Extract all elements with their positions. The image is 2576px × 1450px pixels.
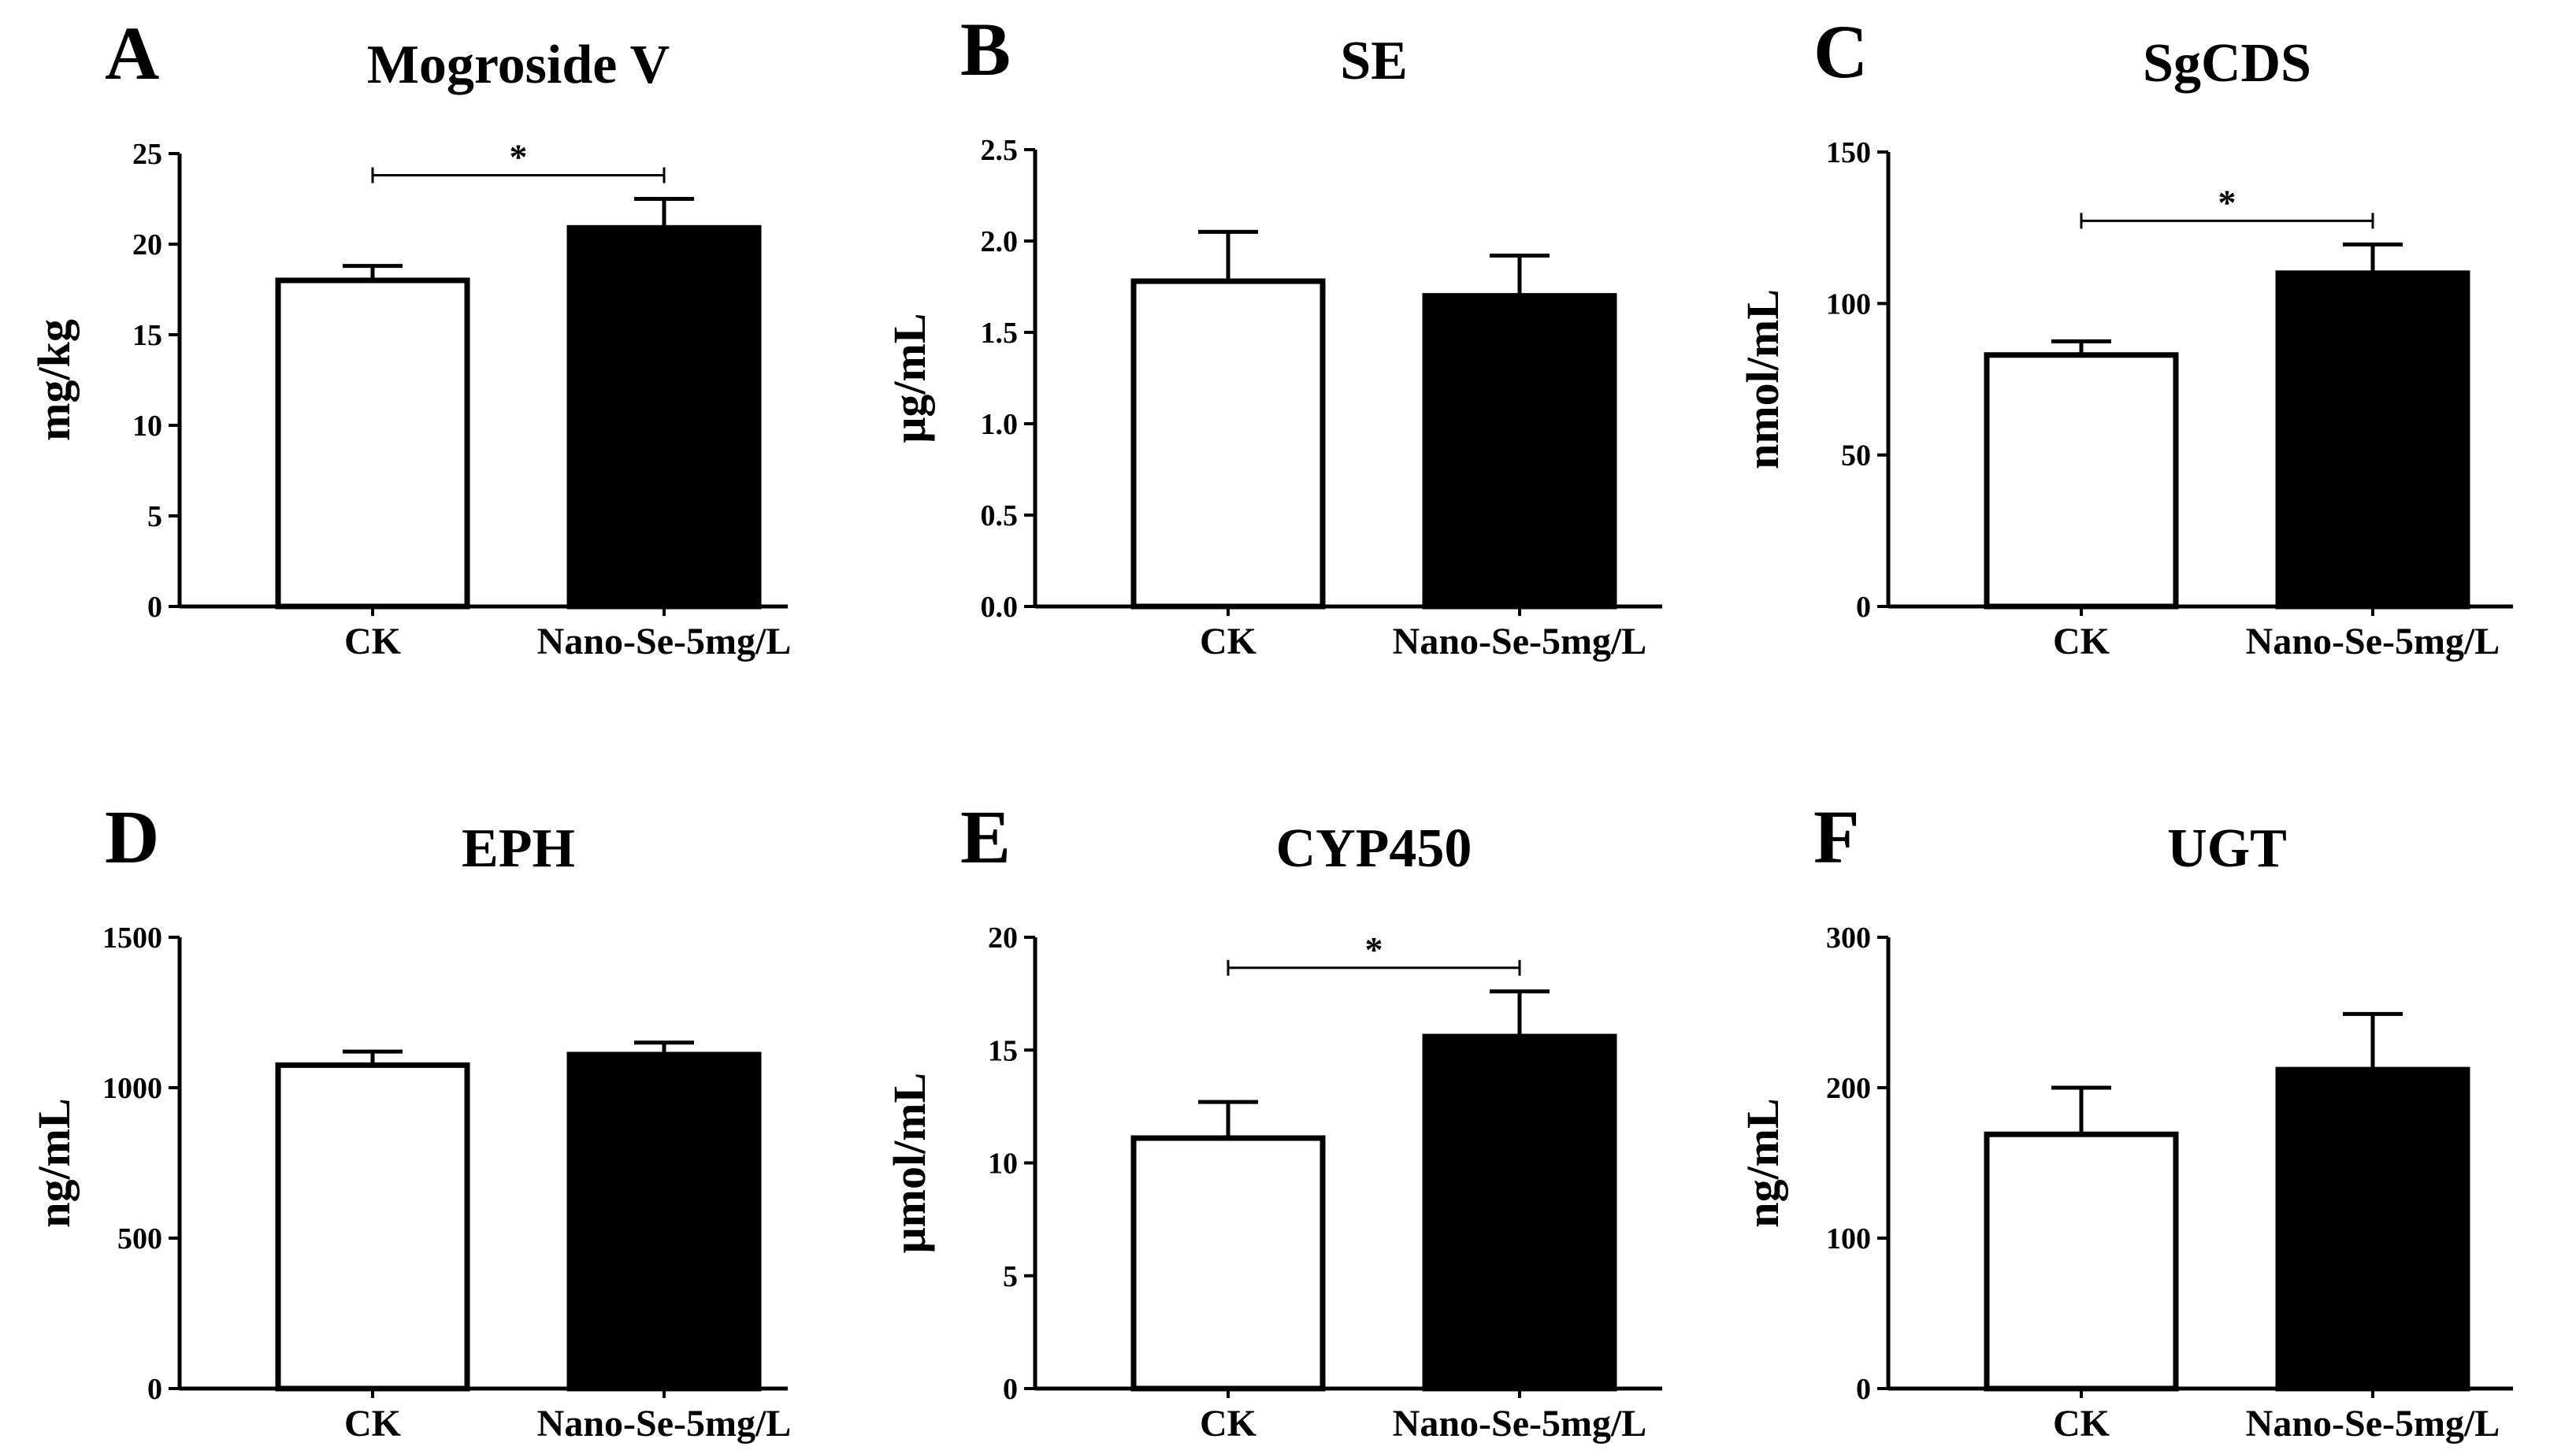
y-tick-label: 300 <box>1826 922 1871 955</box>
y-tick-label: 25 <box>132 138 162 171</box>
y-tick-label: 0.0 <box>981 591 1019 624</box>
y-tick-label: 10 <box>988 1148 1018 1181</box>
chart-panel-c: C SgCDS 0 50 100 150 nmol/mL CK Nano-Se-5mg/L * <box>1737 9 2513 662</box>
panel-letter: F <box>1813 795 1860 879</box>
x-category-label: CK <box>344 1403 401 1444</box>
y-tick-label: 1500 <box>102 922 162 955</box>
y-tick-label: 0.5 <box>981 499 1019 532</box>
y-axis-label: nmol/mL <box>1737 289 1788 469</box>
y-tick-label: 500 <box>117 1222 162 1255</box>
bar-ck <box>1984 1131 2179 1392</box>
panel-letter: A <box>105 11 159 95</box>
panel-letter: D <box>105 795 159 879</box>
chart-panel-d: D EPH 0 500 1000 1500 ng/mL CK Nano-Se-5mg/L <box>28 795 791 1444</box>
significance-marker: * <box>510 137 528 177</box>
bar-ck <box>1130 1135 1326 1392</box>
x-category-label: CK <box>1200 1403 1256 1444</box>
y-tick-label: 1000 <box>102 1072 162 1105</box>
y-axis-label: μg/mL <box>884 313 935 443</box>
y-tick-label: 15 <box>988 1034 1018 1067</box>
y-tick-label: 0 <box>147 591 162 624</box>
x-category-label: Nano-Se-5mg/L <box>1393 1403 1647 1444</box>
x-category-label: Nano-Se-5mg/L <box>2246 621 2500 662</box>
y-tick-label: 150 <box>1826 136 1871 169</box>
x-category-label: Nano-Se-5mg/L <box>2246 1403 2500 1444</box>
bar-nano-se <box>1422 1033 1617 1392</box>
bar-ck <box>275 1062 470 1392</box>
y-axis-label: μmol/mL <box>884 1073 935 1253</box>
y-axis-label: mg/kg <box>28 319 80 441</box>
y-tick-label: 0 <box>1856 1373 1871 1406</box>
x-category-label: Nano-Se-5mg/L <box>537 1403 792 1444</box>
y-tick-label: 50 <box>1841 439 1871 473</box>
chart-panel-e: E CYP450 0 5 10 15 20 μmol/mL CK Nano-Se-5mg/L * <box>884 795 1662 1444</box>
y-tick-label: 0 <box>1856 591 1871 624</box>
chart-title: Mogroside V <box>367 35 670 95</box>
y-tick-label: 10 <box>132 410 162 443</box>
significance-marker: * <box>1365 929 1383 970</box>
chart-title: EPH <box>462 818 575 879</box>
bar-ck <box>275 277 470 610</box>
x-category-label: CK <box>2053 621 2110 662</box>
panel-letter: E <box>960 795 1011 879</box>
x-category-label: CK <box>344 621 401 662</box>
y-tick-label: 1.0 <box>981 408 1019 441</box>
chart-title: CYP450 <box>1276 818 1472 879</box>
y-tick-label: 100 <box>1826 287 1871 321</box>
y-tick-label: 1.5 <box>981 317 1019 350</box>
x-category-label: CK <box>2053 1403 2110 1444</box>
x-category-label: Nano-Se-5mg/L <box>537 621 792 662</box>
bar-nano-se <box>566 1051 762 1392</box>
y-tick-label: 100 <box>1826 1222 1871 1255</box>
y-tick-label: 2.0 <box>981 225 1019 258</box>
y-tick-label: 15 <box>132 319 162 352</box>
significance-marker: * <box>2218 182 2236 222</box>
bar-ck <box>1984 352 2179 610</box>
y-axis-label: ng/mL <box>1737 1098 1788 1227</box>
chart-title: UGT <box>2167 818 2287 879</box>
y-tick-label: 5 <box>1003 1260 1018 1293</box>
y-tick-label: 20 <box>132 228 162 261</box>
panel-letter: C <box>1813 9 1868 94</box>
bar-nano-se <box>566 224 762 610</box>
y-tick-label: 5 <box>147 500 162 533</box>
x-category-label: Nano-Se-5mg/L <box>1393 621 1647 662</box>
chart-panel-a: A Mogroside V 0 5 10 15 20 25 mg/kg CK Nano-Se-5mg… <box>28 11 791 662</box>
chart-title: SE <box>1340 31 1408 91</box>
chart-panel-f: F UGT 0 100 200 300 ng/mL CK Nano-Se-5mg/L <box>1737 795 2513 1444</box>
bar-nano-se <box>2275 1066 2470 1392</box>
y-tick-label: 20 <box>988 922 1018 955</box>
panel-letter: B <box>960 7 1011 91</box>
x-category-label: CK <box>1200 621 1256 662</box>
bar-nano-se <box>1422 293 1617 610</box>
bar-nano-se <box>2275 270 2470 610</box>
y-tick-label: 200 <box>1826 1072 1871 1105</box>
chart-panel-b: B SE 0.0 0.5 1.0 1.5 2.0 2.5 μg/mL CK Nano-Se-5mg/… <box>884 7 1662 662</box>
y-axis-label: ng/mL <box>28 1098 80 1227</box>
y-tick-label: 2.5 <box>981 134 1019 167</box>
bar-ck <box>1130 278 1326 610</box>
chart-title: SgCDS <box>2143 33 2311 94</box>
y-tick-label: 0 <box>1003 1373 1018 1406</box>
y-tick-label: 0 <box>147 1373 162 1406</box>
